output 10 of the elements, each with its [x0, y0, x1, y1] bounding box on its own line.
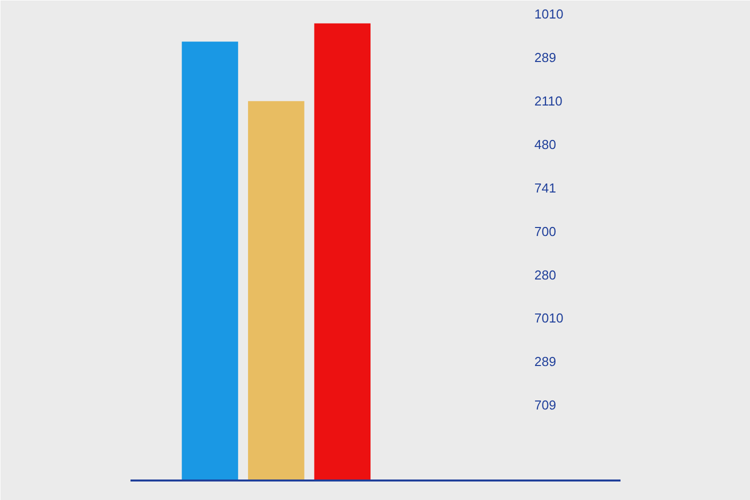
text: 2110: [534, 94, 562, 109]
text: 289: [534, 50, 556, 66]
text: 480: [534, 137, 556, 152]
text: 1010: [534, 6, 564, 22]
text: 741: [534, 180, 556, 196]
text: 280: [534, 267, 556, 282]
text: 709: [534, 398, 556, 413]
text: 7010: [534, 310, 564, 326]
text: 289: [534, 354, 556, 370]
text: 700: [534, 224, 556, 239]
